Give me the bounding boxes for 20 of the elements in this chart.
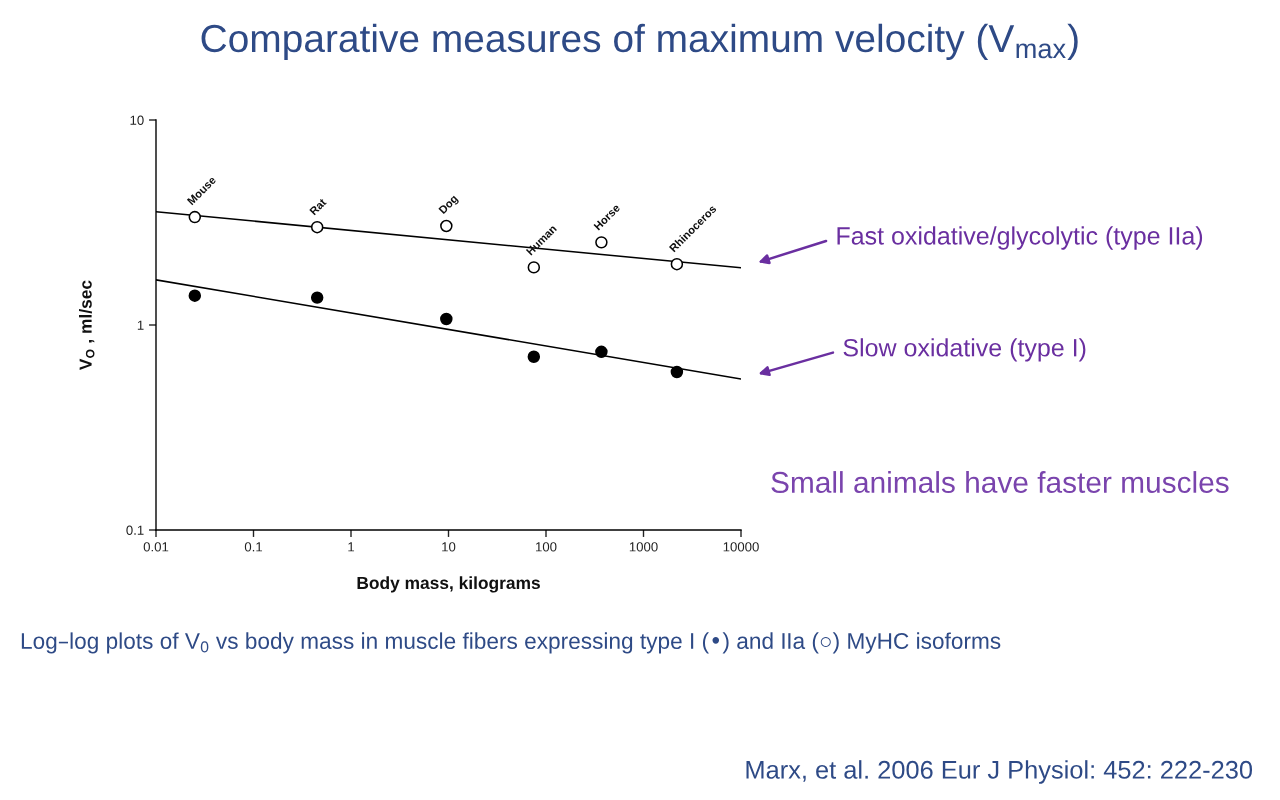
y-axis-title: V$_{O}$ , ml/sec bbox=[79, 280, 95, 371]
y-tick-label: 1 bbox=[137, 320, 144, 330]
x-tick-label: 100 bbox=[536, 542, 557, 552]
y-tick-label: 10 bbox=[130, 115, 144, 125]
text: Fast oxidative/glycolytic (type IIa) bbox=[837, 226, 1203, 250]
x-tick-label: 1000 bbox=[629, 542, 658, 552]
x-tick-label: 1 bbox=[348, 542, 355, 552]
chart-title: Comparative measures of maximum velocity (V$_{max}$) bbox=[201, 23, 1078, 60]
text: Log–log plots of V$_{0}$ vs body mass in muscle fibers expressing type I (•) and IIa (○) MyHC isoforms bbox=[21, 632, 1001, 654]
x-tick-label: 10 bbox=[442, 542, 456, 552]
x-tick-label: 0.01 bbox=[143, 542, 169, 552]
x-tick-label: 10000 bbox=[723, 542, 759, 552]
annotation: Dog bbox=[438, 194, 460, 216]
x-axis-title: Body mass, kilograms bbox=[357, 576, 540, 593]
y-tick-label: 0.1 bbox=[126, 525, 144, 535]
annotation: Rat bbox=[309, 197, 327, 216]
x-tick-label: 0.1 bbox=[244, 542, 263, 552]
text: Slow oxidative (type I) bbox=[843, 338, 1086, 362]
text: Marx, et al. 2006 Eur J Physiol: 452: 222-230 bbox=[746, 760, 1253, 784]
text: Small animals have faster muscles bbox=[771, 471, 1229, 494]
